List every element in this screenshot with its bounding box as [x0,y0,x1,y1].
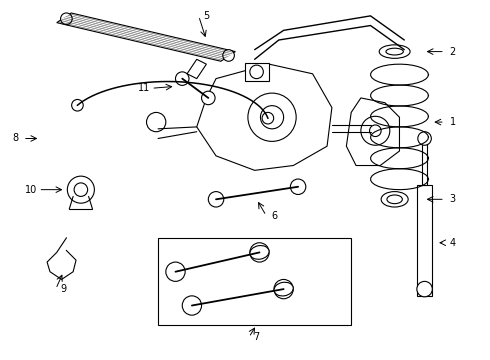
Bar [245,63,269,81]
Polygon shape [187,59,206,78]
Text: 7: 7 [253,332,260,342]
Circle shape [74,183,88,197]
Bar [422,132,427,185]
Ellipse shape [379,45,410,58]
Circle shape [274,279,294,299]
Circle shape [369,125,381,136]
Circle shape [417,282,432,297]
Circle shape [223,50,234,61]
Text: 2: 2 [449,46,456,57]
Polygon shape [196,64,332,170]
Text: 4: 4 [449,238,456,248]
Polygon shape [57,13,235,61]
Circle shape [262,112,274,124]
Text: 9: 9 [60,284,67,294]
Circle shape [250,243,269,262]
Circle shape [208,192,224,207]
Circle shape [147,112,166,132]
Polygon shape [346,98,399,166]
Ellipse shape [387,195,402,204]
Text: 3: 3 [449,194,456,204]
Circle shape [248,93,296,141]
Circle shape [291,179,306,194]
Text: 5: 5 [203,11,210,21]
Circle shape [250,65,263,78]
Text: 10: 10 [24,185,37,195]
Circle shape [175,72,189,85]
Text: 8: 8 [12,134,18,144]
Ellipse shape [274,282,293,296]
Circle shape [261,105,284,129]
Circle shape [61,13,72,24]
Circle shape [67,176,95,203]
Circle shape [72,99,83,111]
Bar [417,185,432,296]
Circle shape [361,116,390,145]
Ellipse shape [381,192,408,207]
Text: 6: 6 [271,211,277,221]
Ellipse shape [386,48,403,55]
Circle shape [201,91,215,105]
Text: 11: 11 [138,83,150,93]
Ellipse shape [250,246,269,259]
Circle shape [418,132,431,145]
Bar [158,238,351,325]
Circle shape [182,296,201,315]
Circle shape [166,262,185,282]
Text: 1: 1 [449,117,456,127]
